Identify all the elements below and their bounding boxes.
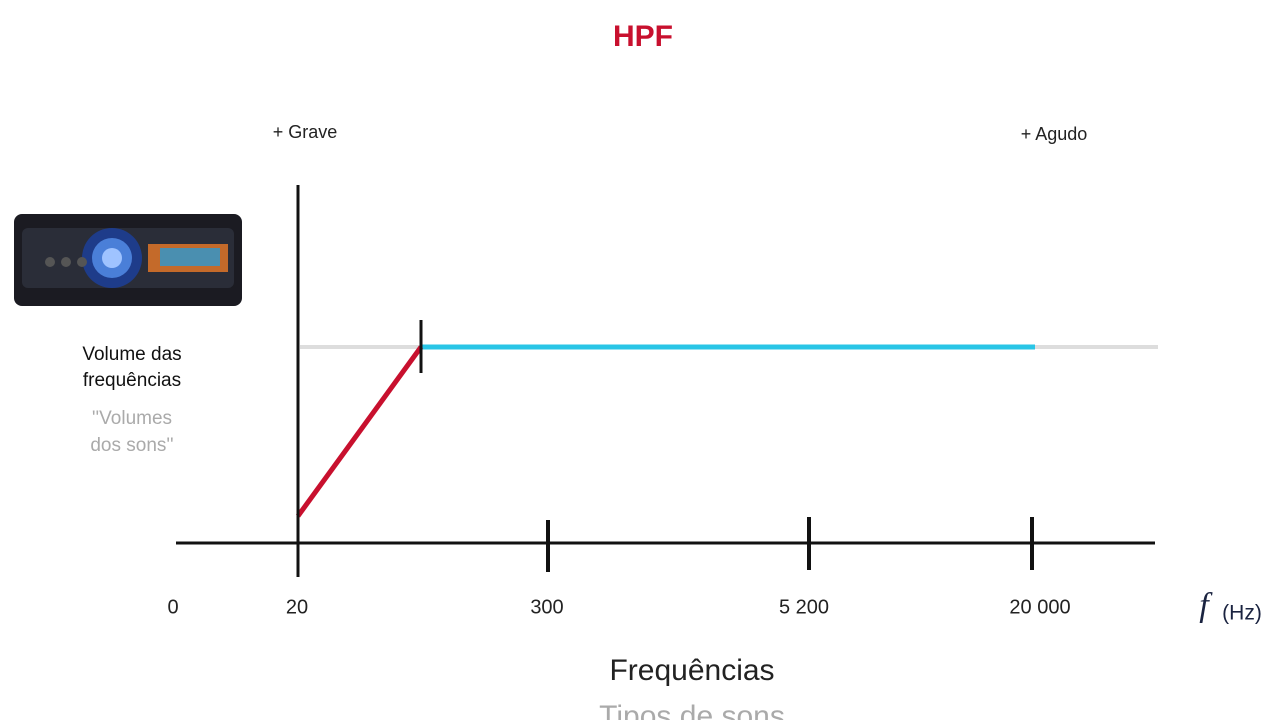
x-tick-label: 0 <box>167 596 178 618</box>
slope <box>295 345 424 518</box>
right-label: + Agudo <box>1021 124 1088 144</box>
y-label: Volume das <box>82 344 181 365</box>
x-subtitle: Tipos de sons <box>599 700 785 720</box>
car-radio <box>14 214 242 306</box>
x-tick-label: 20 000 <box>1009 596 1070 618</box>
y-sublabel: ''Volumes <box>92 408 172 429</box>
unit-text: (Hz) <box>1222 602 1262 625</box>
title: HPF <box>613 20 673 53</box>
x-tick-label: 20 <box>286 596 308 618</box>
y-sublabel: dos sons'' <box>90 435 173 456</box>
x-tick-label: 5 200 <box>779 596 829 618</box>
x-title: Frequências <box>609 654 774 687</box>
unit-symbol: f <box>1199 587 1213 624</box>
y-label: frequências <box>83 370 181 391</box>
left-label: + Grave <box>273 122 338 142</box>
x-tick-label: 300 <box>530 596 563 618</box>
